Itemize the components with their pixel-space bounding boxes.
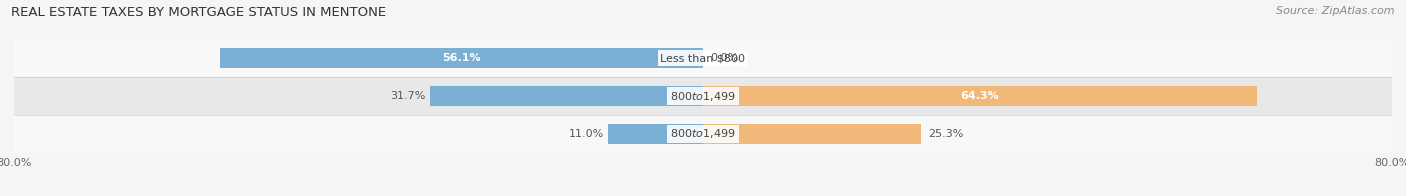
Bar	[430, 86, 703, 106]
Text: 25.3%: 25.3%	[928, 129, 963, 139]
Bar	[14, 39, 1392, 77]
Text: $800 to $1,499: $800 to $1,499	[671, 127, 735, 140]
Text: 11.0%: 11.0%	[568, 129, 605, 139]
Text: 64.3%: 64.3%	[960, 91, 1000, 101]
Bar	[703, 86, 1257, 106]
Bar	[14, 115, 1392, 153]
Text: REAL ESTATE TAXES BY MORTGAGE STATUS IN MENTONE: REAL ESTATE TAXES BY MORTGAGE STATUS IN …	[11, 6, 387, 19]
Bar	[219, 48, 703, 68]
Bar	[14, 77, 1392, 115]
Text: 56.1%: 56.1%	[441, 53, 481, 63]
Text: Source: ZipAtlas.com: Source: ZipAtlas.com	[1277, 6, 1395, 16]
Text: 31.7%: 31.7%	[391, 91, 426, 101]
Bar	[609, 124, 703, 144]
Legend: Without Mortgage, With Mortgage: Without Mortgage, With Mortgage	[572, 195, 834, 196]
Text: Less than $800: Less than $800	[661, 53, 745, 63]
Text: $800 to $1,499: $800 to $1,499	[671, 90, 735, 103]
Bar	[703, 124, 921, 144]
Text: 0.0%: 0.0%	[710, 53, 738, 63]
